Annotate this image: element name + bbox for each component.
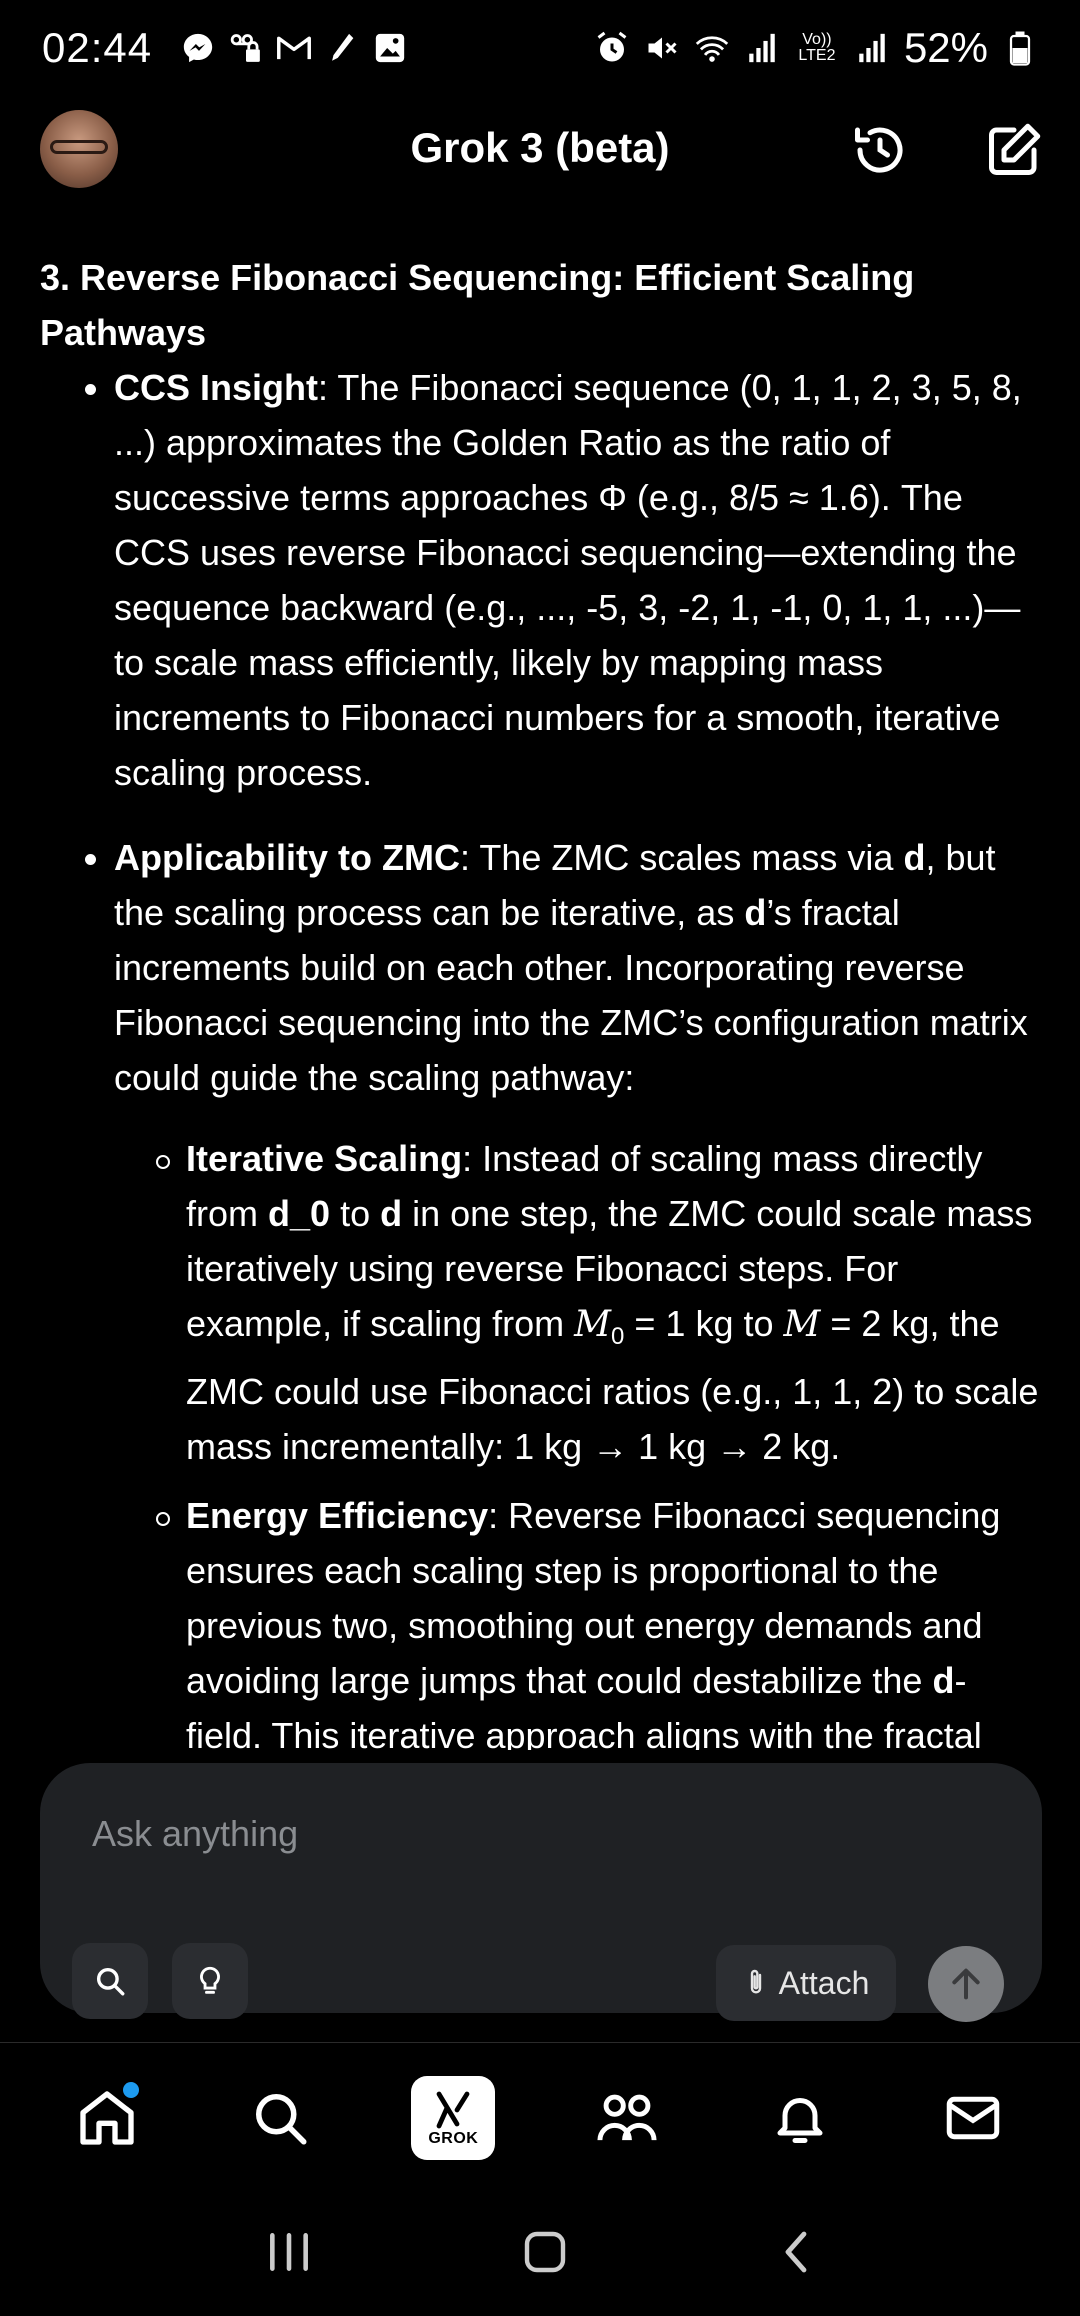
status-time: 02:44	[42, 24, 153, 71]
home-square-icon	[524, 2231, 566, 2272]
sub-text: to	[330, 1193, 381, 1234]
math-symbol: M	[783, 1304, 821, 1345]
bullet-label: Applicability to ZMC	[114, 837, 460, 878]
gmail-icon	[276, 30, 312, 66]
attach-button[interactable]: Attach	[716, 1945, 896, 2021]
bullet-text: ’s fractal increments build on each othe…	[114, 892, 1028, 1098]
bold-term: d	[903, 837, 926, 878]
history-icon	[855, 127, 903, 173]
bullet-dot	[85, 854, 96, 865]
app-header: Grok 3 (beta)	[0, 100, 1080, 200]
sub-bullet-ring	[156, 1155, 170, 1169]
home-button[interactable]	[521, 2228, 569, 2281]
math-subscript: 0	[611, 1323, 625, 1351]
bell-icon	[777, 2097, 823, 2143]
nav-search[interactable]	[230, 2068, 330, 2168]
gallery-icon	[372, 30, 408, 66]
nav-messages[interactable]	[923, 2068, 1023, 2168]
sub-text: : Instead of scaling mass directly from	[186, 1138, 983, 1234]
battery-icon	[1002, 30, 1038, 66]
mute-icon	[644, 30, 680, 66]
page-title: Grok 3 (beta)	[410, 124, 670, 171]
think-button[interactable]	[172, 1943, 248, 2019]
sub-text: : Reverse Fibonacci sequencing ensures e…	[186, 1495, 1001, 1702]
battery-percent: 52%	[903, 24, 988, 71]
sub-text: in one step, the ZMC could scale mass it…	[186, 1193, 1033, 1344]
bottom-nav: GROK	[0, 2042, 1080, 2192]
pen-icon	[324, 30, 360, 66]
nav-communities[interactable]	[577, 2068, 677, 2168]
bold-term: d	[744, 892, 767, 933]
sub-text: = 1 kg to	[624, 1303, 784, 1344]
attach-label: Attach	[778, 1964, 870, 2001]
paperclip-icon	[750, 1969, 761, 1994]
math-symbol: M	[574, 1304, 612, 1345]
system-nav	[0, 2192, 1080, 2316]
alarm-icon	[594, 30, 630, 66]
search-icon	[96, 1967, 125, 1996]
mail-icon	[947, 2096, 1000, 2139]
bold-term: d	[380, 1193, 403, 1234]
sub-label: Energy Efficiency	[186, 1495, 489, 1537]
back-button[interactable]	[776, 2228, 816, 2281]
bullet-label: CCS Insight	[114, 367, 318, 408]
section-heading: 3. Reverse Fibonacci Sequencing: Efficie…	[40, 257, 915, 353]
lightbulb-icon	[200, 1966, 220, 1994]
bullet-text: : The ZMC scales mass via	[460, 837, 904, 878]
bullet-text: , but the scaling process can be iterati…	[114, 837, 996, 933]
list-item: CCS Insight: The Fibonacci sequence (0, …	[40, 360, 1040, 800]
history-button[interactable]	[848, 118, 912, 182]
bold-term: d_0	[268, 1193, 331, 1234]
signal-icon	[744, 30, 780, 66]
notification-dot	[122, 2081, 139, 2098]
nav-notifications[interactable]	[750, 2068, 850, 2168]
signal-icon-2	[854, 30, 890, 66]
people-icon	[597, 2094, 657, 2140]
send-button[interactable]	[928, 1946, 1004, 2022]
compose-icon	[989, 123, 1041, 175]
sub-bullet-ring	[156, 1512, 170, 1527]
grok-logo-tile: GROK	[411, 2075, 496, 2160]
recents-button[interactable]	[264, 2230, 314, 2279]
status-bar: 02:44	[0, 0, 1080, 96]
bullet-text: : The Fibonacci sequence (0, 1, 1, 2, 3,…	[114, 367, 1022, 793]
bold-term: d	[932, 1660, 955, 1702]
sub-text: = 2 kg, the ZMC could use Fibonacci rati…	[186, 1303, 1039, 1468]
nav-home[interactable]	[57, 2068, 157, 2168]
list-item: Applicability to ZMC: The ZMC scales mas…	[40, 830, 1040, 1750]
back-icon	[785, 2231, 807, 2272]
home-icon	[79, 2090, 134, 2145]
voicemail-lock-icon	[228, 30, 264, 66]
grok-icon	[436, 2091, 470, 2128]
network-label: Vo)) LTE2	[798, 31, 836, 64]
arrow-up-icon	[952, 1968, 980, 2000]
wifi-icon	[694, 30, 730, 66]
composer-card: Ask anything Attach	[40, 1763, 1042, 2022]
recents-icon	[269, 2232, 308, 2271]
sub-list-item: Iterative Scaling: Instead of scaling ma…	[40, 1131, 1040, 1474]
chat-response: 3. Reverse Fibonacci Sequencing: Efficie…	[40, 250, 1040, 1750]
sub-list-item: Energy Efficiency: Reverse Fibonacci seq…	[40, 1488, 1040, 1750]
sub-text: -field. This iterative approach aligns w…	[186, 1660, 982, 1750]
new-chat-button[interactable]	[982, 118, 1046, 182]
avatar[interactable]	[40, 110, 118, 188]
search-icon	[255, 2093, 307, 2144]
sub-label: Iterative Scaling	[186, 1138, 463, 1179]
nav-grok[interactable]: GROK	[403, 2068, 503, 2168]
deep-search-button[interactable]	[72, 1943, 148, 2019]
messenger-icon	[180, 30, 216, 66]
grok-label: GROK	[428, 2129, 479, 2147]
bullet-dot	[85, 384, 96, 395]
ask-input[interactable]: Ask anything	[92, 1813, 299, 1854]
